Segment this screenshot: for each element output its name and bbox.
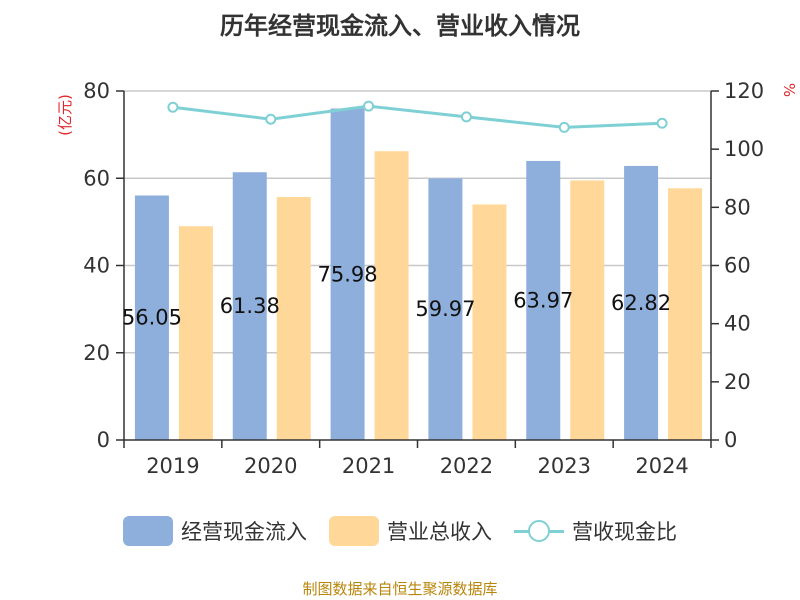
point-ratio-2019 (167, 101, 179, 113)
bar-cash-inflow-2021 (330, 108, 365, 441)
legend-swatch-ratio (514, 516, 564, 546)
legend-item-cash-inflow[interactable]: 经营现金流入 (123, 516, 307, 546)
legend-swatch-revenue (329, 516, 379, 546)
x-tick-label-2021: 2021 (342, 454, 395, 478)
grid-lines (124, 90, 711, 354)
bar-revenue-2022 (472, 204, 507, 440)
data-label-cash-inflow-2019: 56.05 (122, 306, 182, 330)
axes: 0 20 40 60 80 0 20 40 60 80 100 120 2019 2020 2021 2022… (83, 79, 764, 478)
bar-revenue-2020 (276, 197, 311, 440)
data-labels: 56.05 61.38 75.98 59.97 63.97 62.82 (122, 262, 671, 329)
bar-revenue-2019 (178, 226, 213, 440)
point-ratio-2021 (363, 100, 375, 112)
left-tick-label: 0 (97, 428, 110, 452)
legend-label-ratio: 营收现金比 (572, 520, 677, 544)
right-tick-label: 120 (724, 79, 764, 103)
bar-revenue-2023 (570, 180, 605, 440)
bar-series (134, 108, 703, 441)
x-tick-label-2023: 2023 (538, 454, 591, 478)
data-label-cash-inflow-2022: 59.97 (415, 297, 475, 321)
right-tick-label: 80 (724, 195, 751, 219)
line-series (167, 100, 668, 133)
bar-cash-inflow-2023 (526, 160, 561, 440)
bar-cash-inflow-2019 (134, 195, 169, 440)
right-tick-label: 60 (724, 254, 751, 278)
right-tick-label: 0 (724, 428, 737, 452)
legend-item-ratio[interactable]: 营收现金比 (514, 516, 677, 546)
bar-cash-inflow-2024 (624, 165, 659, 440)
legend: 经营现金流入 营业总收入 营收现金比 (0, 516, 800, 546)
left-tick-label: 60 (83, 166, 110, 190)
data-label-cash-inflow-2023: 63.97 (513, 288, 573, 312)
source-note: 制图数据来自恒生聚源数据库 (302, 580, 498, 598)
legend-swatch-cash-inflow (123, 516, 173, 546)
x-tick-label-2020: 2020 (244, 454, 297, 478)
bar-cash-inflow-2020 (232, 172, 267, 441)
point-ratio-2024 (656, 117, 668, 129)
x-tick-label-2022: 2022 (440, 454, 493, 478)
data-label-cash-inflow-2021: 75.98 (318, 262, 378, 286)
x-tick-label-2024: 2024 (635, 454, 688, 478)
legend-item-revenue[interactable]: 营业总收入 (329, 516, 492, 546)
left-tick-label: 20 (83, 341, 110, 365)
bar-revenue-2021 (374, 151, 409, 440)
right-axis-label: % (780, 83, 798, 97)
x-tick-label-2019: 2019 (146, 454, 199, 478)
right-tick-label: 20 (724, 370, 751, 394)
legend-label-revenue: 营业总收入 (387, 520, 492, 544)
point-ratio-2022 (460, 111, 472, 123)
right-tick-label: 40 (724, 312, 751, 336)
legend-label-cash-inflow: 经营现金流入 (181, 520, 307, 544)
left-axis-label: (亿元) (56, 94, 74, 136)
data-label-cash-inflow-2024: 62.82 (611, 291, 671, 315)
right-tick-label: 100 (724, 137, 764, 161)
left-tick-label: 80 (83, 79, 110, 103)
data-label-cash-inflow-2020: 61.38 (220, 294, 280, 318)
point-ratio-2020 (265, 113, 277, 125)
point-ratio-2023 (558, 121, 570, 133)
bar-revenue-2024 (668, 188, 703, 440)
bar-cash-inflow-2022 (428, 178, 463, 441)
line-ratio (172, 104, 663, 129)
chart-title: 历年经营现金流入、营业收入情况 (220, 12, 580, 40)
left-tick-label: 40 (83, 254, 110, 278)
